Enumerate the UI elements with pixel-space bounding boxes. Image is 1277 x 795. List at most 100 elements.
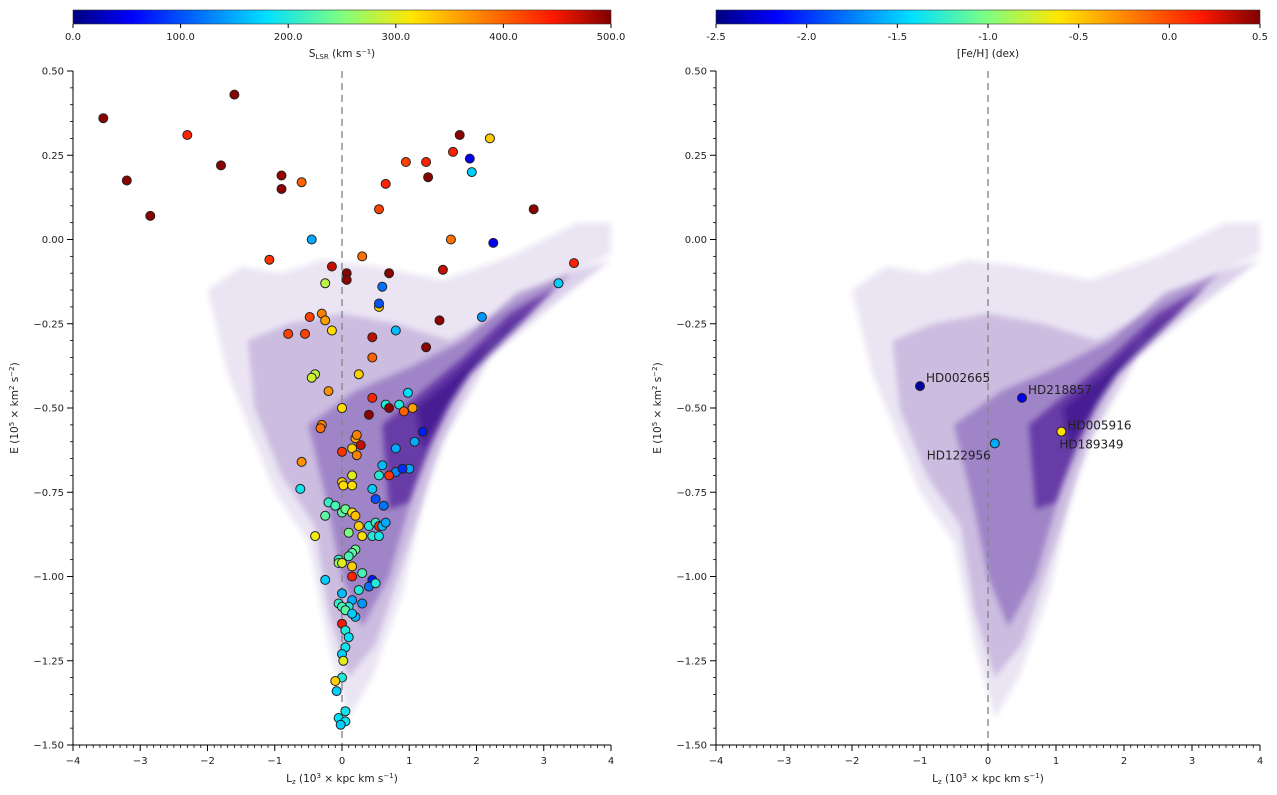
star-label-HD005916: HD005916	[1067, 419, 1131, 433]
data-point	[295, 483, 306, 494]
data-point	[353, 369, 364, 380]
star-label-HD002665: HD002665	[926, 371, 990, 385]
data-point	[454, 130, 465, 140]
data-point	[338, 480, 349, 491]
data-point	[397, 463, 408, 474]
data-point	[335, 719, 346, 730]
star-label-HD189349: HD189349	[1059, 438, 1123, 452]
data-point	[400, 157, 411, 167]
data-point	[378, 500, 389, 511]
data-point	[464, 153, 475, 164]
colorbar-tick-label: 0.5	[1252, 32, 1268, 43]
data-point	[306, 234, 317, 245]
data-point	[276, 184, 287, 194]
right-y-label: E (105 × km2 s−2)	[651, 362, 664, 453]
data-point	[380, 517, 391, 528]
data-point	[121, 175, 132, 186]
colorbar-tick-label: 500.0	[597, 32, 626, 43]
data-point	[351, 430, 362, 440]
right-scatter-points: HD002665 HD218857 HD122956 HD005916 HD189349	[915, 371, 1131, 462]
x-tick-label: 3	[541, 756, 547, 767]
y-tick-label: −0.75	[676, 488, 707, 499]
data-point	[423, 172, 434, 183]
data-point	[216, 160, 226, 171]
x-tick-label: −2	[845, 756, 860, 767]
data-point	[437, 264, 448, 275]
data-point	[353, 521, 364, 531]
density-band-1	[247, 259, 612, 678]
data-point	[390, 443, 401, 454]
data-point	[315, 423, 326, 434]
x-tick-label: 4	[608, 756, 614, 767]
data-point	[384, 403, 395, 413]
x-tick-label: −1	[267, 756, 282, 767]
left-colorbar	[72, 9, 612, 25]
data-point	[283, 328, 294, 339]
x-tick-label: −4	[66, 756, 81, 767]
data-point	[445, 234, 456, 245]
data-point	[347, 470, 358, 481]
y-tick-label: −1.00	[33, 572, 64, 583]
right-x-label: Lz (103 × kpc km s−1)	[932, 772, 1044, 786]
data-point	[306, 372, 317, 383]
y-tick-label: −0.25	[33, 319, 64, 330]
data-point	[553, 278, 564, 289]
data-point	[326, 325, 337, 336]
data-point	[528, 204, 539, 215]
data-point	[466, 167, 477, 178]
data-point	[380, 178, 391, 189]
data-point	[377, 460, 388, 471]
star-point-HD122956	[989, 438, 1000, 449]
data-point	[367, 392, 378, 403]
y-tick-label: −0.50	[676, 404, 707, 415]
data-point	[390, 325, 401, 336]
colorbar-tick-label: 200.0	[274, 32, 303, 43]
data-point	[347, 443, 358, 454]
data-point	[323, 386, 334, 397]
y-tick-label: −1.50	[676, 741, 707, 752]
right-colorbar-label: [Fe/H] (dex)	[957, 48, 1019, 60]
data-point	[488, 237, 499, 248]
y-tick-label: −0.75	[33, 488, 64, 499]
data-point	[374, 204, 384, 215]
data-point	[347, 480, 358, 491]
right-density-background	[852, 222, 1260, 718]
density-band-2	[954, 273, 1220, 627]
density-band-3	[382, 286, 558, 510]
data-point	[374, 531, 384, 542]
x-tick-label: 3	[1189, 756, 1195, 767]
y-tick-label: 0.50	[42, 67, 64, 78]
x-tick-label: 2	[1121, 756, 1127, 767]
data-point	[320, 510, 331, 521]
colorbar-tick-label: -0.5	[1069, 32, 1089, 43]
colorbar-tick-label: 300.0	[381, 32, 410, 43]
data-point	[343, 527, 354, 538]
data-point	[377, 281, 388, 292]
data-point	[347, 571, 358, 582]
x-tick-label: −4	[709, 756, 724, 767]
data-point	[384, 470, 395, 481]
left-panel: 0.0 100.0 200.0 300.0 400.0 500.0 SLSR (km s⁻…	[8, 9, 625, 786]
data-point	[484, 133, 495, 144]
colorbar-tick-label: -1.5	[888, 32, 908, 43]
data-point	[370, 494, 381, 504]
x-tick-label: 4	[1257, 756, 1263, 767]
x-tick-label: 1	[1053, 756, 1059, 767]
data-point	[337, 446, 347, 457]
colorbar-tick-label: 100.0	[166, 32, 195, 43]
x-tick-label: 0	[339, 756, 345, 767]
left-colorbar-ticks: 0.0 100.0 200.0 300.0 400.0 500.0	[65, 24, 625, 43]
data-point	[367, 352, 378, 363]
data-point	[357, 251, 368, 262]
data-point	[351, 450, 362, 461]
star-point-HD218857	[1017, 392, 1027, 403]
data-point	[347, 608, 358, 619]
data-point	[421, 342, 432, 353]
data-point	[357, 598, 368, 609]
data-point	[434, 315, 445, 326]
right-panel: -2.5 -2.0 -1.5 -1.0 -0.5 0.0 0.5 [Fe/H] (dex) …	[651, 9, 1268, 786]
right-colorbar-ticks: -2.5 -2.0 -1.5 -1.0 -0.5 0.0 0.5	[706, 24, 1268, 43]
x-tick-label: −2	[200, 756, 215, 767]
density-band-3	[1028, 286, 1206, 510]
density-band-4	[416, 306, 537, 449]
